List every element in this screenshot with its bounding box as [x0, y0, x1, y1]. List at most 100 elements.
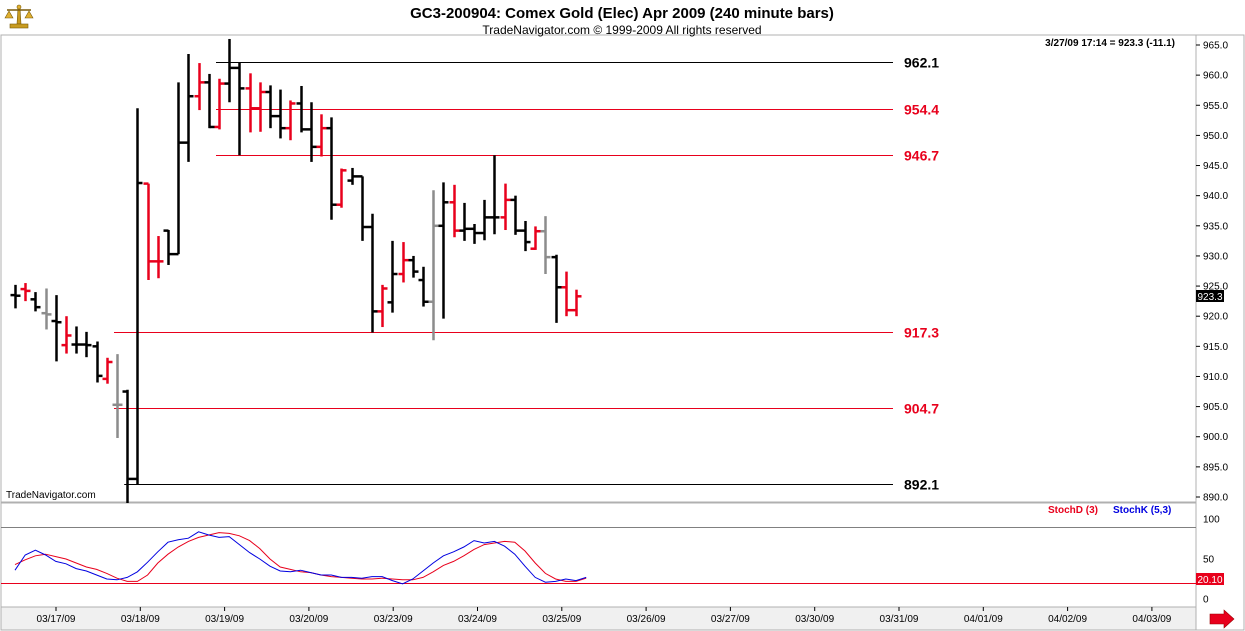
stoch-last-box	[1196, 573, 1224, 585]
ohlc-bar[interactable]	[214, 78, 225, 130]
stoch-last-label: 20.10	[1197, 575, 1222, 586]
chart-title: GC3-200904: Comex Gold (Elec) Apr 2009 (…	[410, 5, 834, 22]
price-tick-label: 920.0	[1203, 312, 1228, 323]
price-tick-label: 960.0	[1203, 71, 1228, 82]
ohlc-bar[interactable]	[316, 114, 327, 157]
stoch-series-line[interactable]	[14, 532, 587, 582]
ohlc-bar[interactable]	[500, 183, 511, 231]
price-tick-label: 935.0	[1203, 221, 1228, 232]
ohlc-bar[interactable]	[81, 331, 92, 358]
ohlc-bar[interactable]	[10, 284, 21, 309]
date-tick-label: 04/02/09	[1048, 614, 1087, 625]
ohlc-bar[interactable]	[245, 73, 256, 133]
ohlc-bar[interactable]	[234, 62, 245, 156]
ohlc-bar[interactable]	[20, 283, 31, 302]
ohlc-bar[interactable]	[418, 266, 429, 307]
ohlc-bar[interactable]	[479, 199, 490, 241]
ohlc-bar[interactable]	[30, 292, 41, 312]
stoch-tick-label: 0	[1203, 595, 1209, 606]
ohlc-bar[interactable]	[449, 184, 460, 238]
price-axis-panel	[1195, 34, 1245, 631]
ohlc-bar[interactable]	[438, 182, 449, 319]
legend-stoch-d: StochD (3)	[1048, 505, 1098, 516]
date-tick-label: 03/27/09	[711, 614, 750, 625]
ohlc-bar[interactable]	[41, 288, 52, 330]
price-panel[interactable]	[0, 34, 1197, 503]
ohlc-bar[interactable]	[92, 341, 103, 383]
ohlc-bar[interactable]	[428, 190, 439, 341]
ohlc-bar[interactable]	[530, 226, 541, 250]
ohlc-bar[interactable]	[561, 271, 572, 317]
scales-icon[interactable]	[4, 4, 34, 29]
ohlc-bar[interactable]	[183, 54, 194, 162]
ohlc-bar[interactable]	[326, 117, 337, 220]
price-tick-label: 955.0	[1203, 101, 1228, 112]
ohlc-bar[interactable]	[61, 316, 72, 354]
ohlc-bar[interactable]	[51, 295, 62, 362]
legend-stoch-k: StochK (5,3)	[1113, 505, 1171, 516]
ohlc-bar[interactable]	[275, 89, 286, 139]
ohlc-bar[interactable]	[194, 63, 205, 111]
ohlc-bar[interactable]	[173, 82, 184, 256]
date-tick-label: 03/18/09	[121, 614, 160, 625]
ohlc-bar[interactable]	[459, 202, 470, 241]
level-label: 904.7	[904, 401, 939, 417]
ohlc-bar[interactable]	[367, 213, 378, 333]
level-label: 946.7	[904, 148, 939, 164]
chart-subtitle: TradeNavigator.com © 1999-2009 All right…	[482, 23, 761, 37]
date-tick-label: 03/20/09	[289, 614, 328, 625]
ohlc-bar[interactable]	[540, 216, 551, 275]
ohlc-bar[interactable]	[357, 175, 368, 241]
price-tick-label: 895.0	[1203, 462, 1228, 473]
ohlc-bar[interactable]	[153, 236, 164, 279]
stoch-tick-label: 50	[1203, 555, 1215, 566]
stochastics-panel[interactable]	[0, 502, 1197, 608]
ohlc-bar[interactable]	[265, 85, 276, 129]
ohlc-bar[interactable]	[224, 38, 235, 103]
ohlc-bar[interactable]	[347, 167, 358, 185]
price-tick-label: 965.0	[1203, 41, 1228, 52]
ohlc-bar[interactable]	[296, 85, 307, 133]
ohlc-bar[interactable]	[510, 195, 521, 235]
date-tick-label: 04/03/09	[1132, 614, 1171, 625]
date-tick-label: 03/17/09	[37, 614, 76, 625]
ohlc-bar[interactable]	[255, 82, 266, 132]
level-label: 892.1	[904, 477, 939, 493]
level-label: 917.3	[904, 325, 939, 341]
ohlc-bar[interactable]	[306, 102, 317, 162]
last-price-label: 923.3	[1197, 292, 1222, 303]
ohlc-bar[interactable]	[387, 240, 398, 313]
ohlc-bar[interactable]	[143, 182, 154, 281]
ohlc-bar[interactable]	[469, 223, 480, 244]
last-price-box	[1196, 290, 1224, 302]
ohlc-bar[interactable]	[336, 168, 347, 208]
date-tick-label: 03/31/09	[880, 614, 919, 625]
ohlc-bar[interactable]	[102, 357, 113, 384]
ohlc-bar[interactable]	[122, 389, 133, 504]
ohlc-bar[interactable]	[408, 255, 419, 278]
ohlc-bar[interactable]	[551, 254, 562, 323]
date-tick-label: 04/01/09	[964, 614, 1003, 625]
ohlc-bar[interactable]	[112, 354, 123, 438]
ohlc-bar[interactable]	[204, 73, 215, 129]
ohlc-bar[interactable]	[71, 326, 82, 354]
price-tick-label: 915.0	[1203, 342, 1228, 353]
level-label: 954.4	[904, 102, 939, 118]
ohlc-bar[interactable]	[285, 100, 296, 141]
stoch-series-line[interactable]	[14, 531, 587, 585]
date-tick-label: 03/24/09	[458, 614, 497, 625]
ohlc-bar[interactable]	[132, 108, 143, 485]
date-tick-label: 03/30/09	[795, 614, 834, 625]
price-tick-label: 940.0	[1203, 191, 1228, 202]
ohlc-bar[interactable]	[520, 220, 531, 252]
ohlc-bar[interactable]	[163, 229, 174, 265]
date-tick-label: 03/23/09	[374, 614, 413, 625]
ohlc-bar[interactable]	[571, 289, 582, 317]
ohlc-bar[interactable]	[377, 284, 388, 328]
price-tick-label: 945.0	[1203, 161, 1228, 172]
scroll-right-arrow-icon[interactable]	[1209, 609, 1235, 629]
ohlc-bar[interactable]	[489, 155, 500, 235]
ohlc-bar[interactable]	[398, 242, 409, 283]
price-tick-label: 900.0	[1203, 432, 1228, 443]
